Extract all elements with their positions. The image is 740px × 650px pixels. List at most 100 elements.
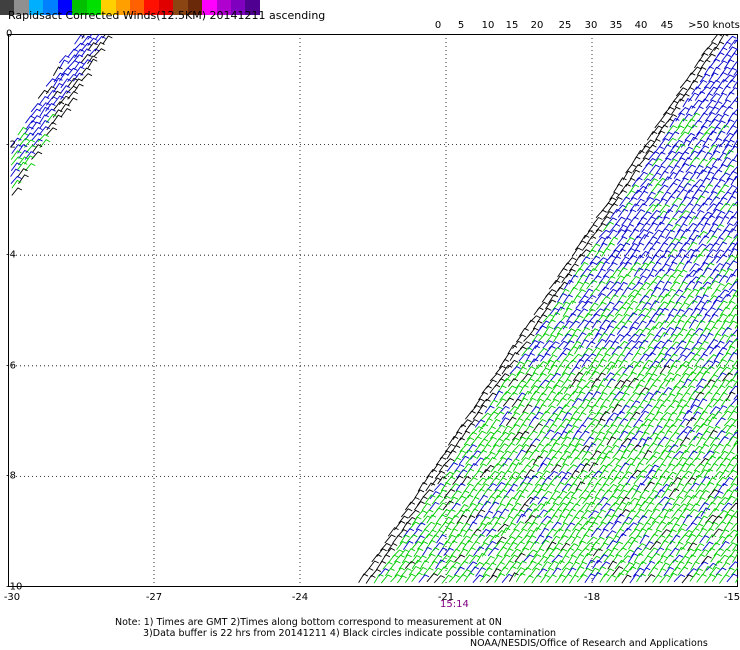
wind-barb <box>590 275 602 284</box>
wind-barb <box>512 476 524 485</box>
wind-barb <box>643 391 654 401</box>
legend-label: >50 knots <box>688 20 740 31</box>
wind-barb <box>700 430 711 439</box>
wind-barb <box>700 418 712 428</box>
wind-barb <box>723 417 736 426</box>
wind-barb <box>448 528 459 538</box>
wind-barb <box>60 67 72 77</box>
wind-barb <box>385 567 395 576</box>
wind-barb <box>507 541 518 551</box>
wind-barb <box>687 124 698 135</box>
wind-barb <box>455 437 465 447</box>
wind-barb <box>642 436 653 447</box>
wind-barb <box>511 431 524 441</box>
wind-barb <box>411 559 422 570</box>
wind-barb <box>485 555 495 564</box>
wind-barb <box>494 516 505 525</box>
wind-barb <box>566 417 577 427</box>
wind-barb <box>519 503 529 512</box>
wind-barb <box>693 432 703 441</box>
wind-barb <box>433 575 445 584</box>
wind-barb <box>73 54 84 63</box>
wind-barb <box>489 534 500 543</box>
wind-barb <box>690 145 701 154</box>
wind-barb <box>628 333 639 342</box>
wind-barb <box>562 501 575 512</box>
wind-barb <box>431 463 443 473</box>
wind-barb <box>553 528 564 537</box>
wind-barb <box>669 117 680 128</box>
wind-barb <box>725 378 736 387</box>
wind-barb <box>734 369 738 376</box>
wind-barb <box>456 469 468 479</box>
wind-barb <box>452 475 464 486</box>
wind-barb <box>521 507 533 518</box>
wind-barb <box>718 450 729 460</box>
wind-barb <box>530 527 541 537</box>
wind-barb <box>721 144 733 154</box>
wind-barb <box>704 320 715 330</box>
wind-barb <box>58 95 71 105</box>
wind-barb <box>422 489 434 498</box>
wind-barb <box>461 494 474 504</box>
wind-barb <box>600 502 611 511</box>
wind-barb <box>715 385 726 395</box>
wind-barb <box>729 313 738 324</box>
wind-barb <box>545 379 555 389</box>
wind-barb <box>459 443 471 453</box>
wind-barb <box>676 188 688 199</box>
wind-barb <box>52 101 65 111</box>
wind-barb <box>671 197 683 206</box>
wind-barb <box>642 509 653 519</box>
wind-barb <box>550 490 561 500</box>
y-tick-label: -6 <box>6 360 16 372</box>
wind-barb <box>673 274 684 284</box>
wind-barb <box>705 547 716 557</box>
wind-barb <box>659 216 670 226</box>
wind-barb <box>491 406 503 415</box>
wind-barb <box>530 405 541 414</box>
wind-barb <box>463 483 474 493</box>
wind-barb <box>610 208 621 219</box>
wind-barb <box>673 169 684 179</box>
wind-barb <box>732 553 738 563</box>
wind-barb <box>546 423 558 433</box>
wind-barb <box>572 522 583 531</box>
wind-barb <box>638 353 650 363</box>
wind-barb <box>715 130 726 141</box>
wind-barb <box>67 97 78 106</box>
wind-barb <box>387 527 399 537</box>
wind-barb <box>570 488 583 498</box>
wind-barb <box>452 533 463 544</box>
wind-barb <box>640 522 651 532</box>
wind-barb <box>695 437 706 447</box>
wind-barb <box>598 483 610 492</box>
legend-label: 40 <box>634 20 648 31</box>
wind-barb <box>692 327 704 336</box>
wind-barb <box>685 72 696 82</box>
wind-barb <box>569 574 579 584</box>
wind-barb <box>660 455 672 466</box>
wind-barb <box>645 307 657 317</box>
wind-barb <box>702 105 714 116</box>
wind-barb <box>715 326 726 336</box>
wind-barb <box>687 150 699 160</box>
wind-barb <box>500 527 511 537</box>
wind-barb <box>538 539 550 550</box>
wind-barb <box>567 482 578 492</box>
wind-barb <box>717 152 728 162</box>
wind-barb <box>46 113 58 124</box>
wind-barb <box>692 131 704 141</box>
wind-barb <box>679 392 691 402</box>
wind-barb <box>708 118 719 127</box>
wind-barb <box>30 108 41 117</box>
wind-barb <box>637 275 647 284</box>
wind-barb <box>562 513 573 524</box>
wind-barb <box>450 548 461 557</box>
wind-barb <box>709 150 721 160</box>
wind-barb <box>650 286 662 296</box>
wind-barb <box>662 387 673 396</box>
wind-barb <box>587 384 599 394</box>
wind-barb <box>609 488 622 499</box>
wind-barb <box>444 443 456 453</box>
